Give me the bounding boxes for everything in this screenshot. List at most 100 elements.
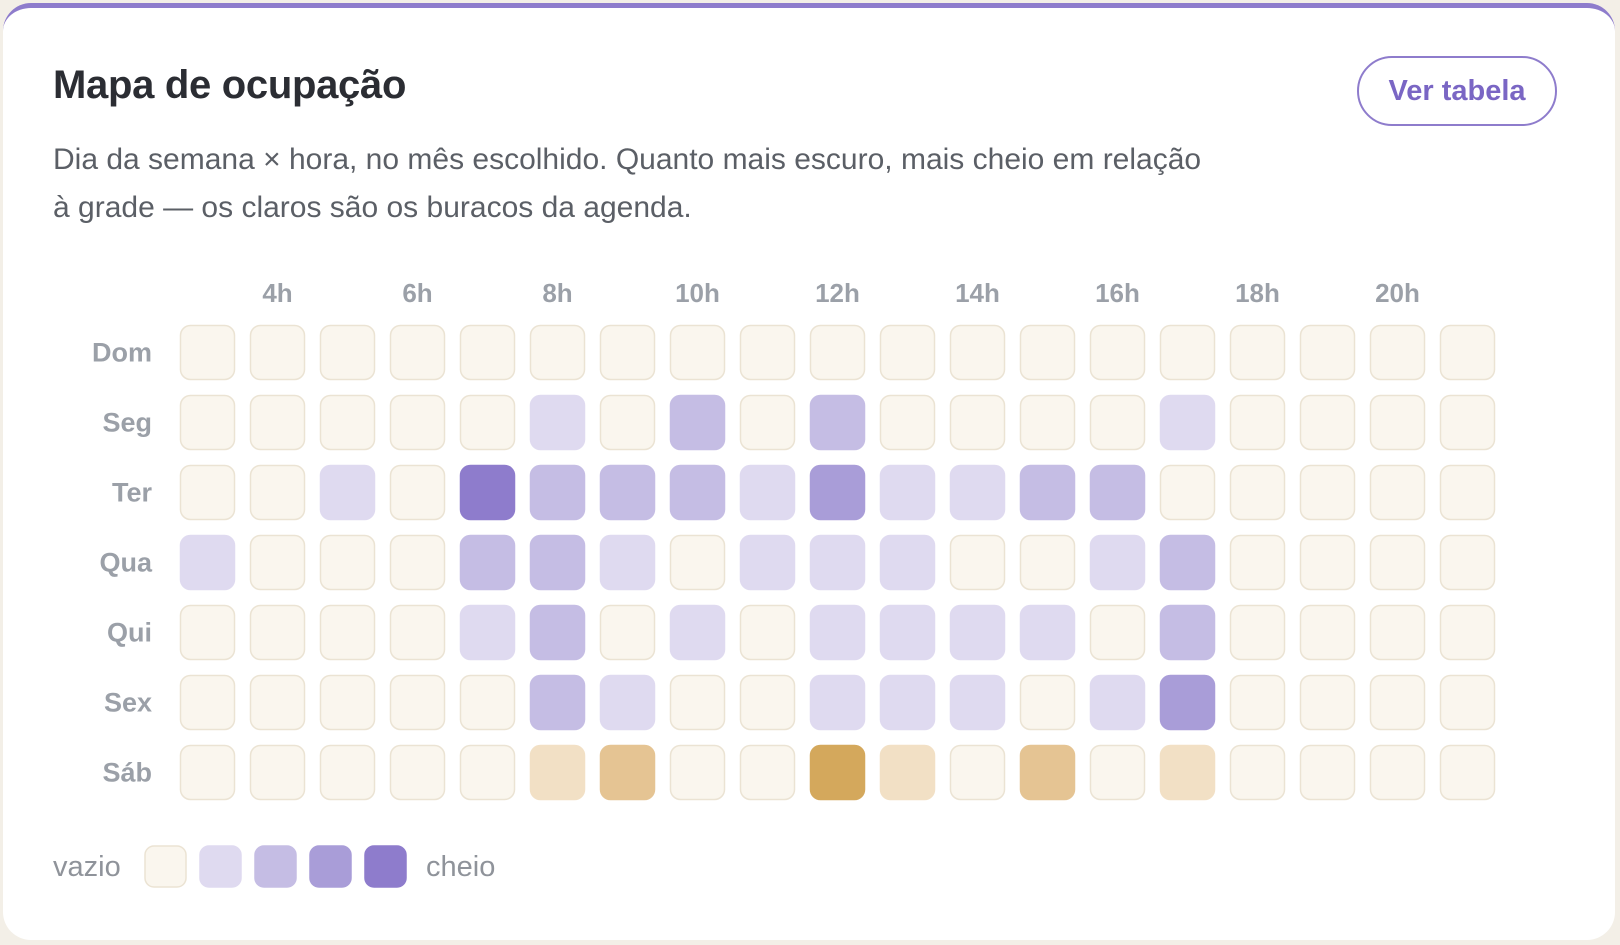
heatmap-cell-Sáb-4h[interactable] bbox=[249, 744, 306, 801]
heatmap-cell-Qui-11h[interactable] bbox=[739, 604, 796, 661]
heatmap-cell-Ter-21h[interactable] bbox=[1439, 464, 1496, 521]
heatmap-cell-Sáb-19h[interactable] bbox=[1299, 744, 1356, 801]
heatmap-cell-Qua-8h[interactable] bbox=[529, 534, 586, 591]
heatmap-cell-Sex-9h[interactable] bbox=[599, 674, 656, 731]
heatmap-cell-Qui-18h[interactable] bbox=[1229, 604, 1286, 661]
heatmap-cell-Qui-19h[interactable] bbox=[1299, 604, 1356, 661]
heatmap-cell-Dom-17h[interactable] bbox=[1159, 324, 1216, 381]
heatmap-cell-Qui-13h[interactable] bbox=[879, 604, 936, 661]
heatmap-cell-Qui-15h[interactable] bbox=[1019, 604, 1076, 661]
heatmap-cell-Ter-15h[interactable] bbox=[1019, 464, 1076, 521]
heatmap-cell-Qui-8h[interactable] bbox=[529, 604, 586, 661]
heatmap-cell-Qui-21h[interactable] bbox=[1439, 604, 1496, 661]
heatmap-cell-Sáb-6h[interactable] bbox=[389, 744, 446, 801]
heatmap-cell-Qui-5h[interactable] bbox=[319, 604, 376, 661]
heatmap-cell-Qua-18h[interactable] bbox=[1229, 534, 1286, 591]
heatmap-cell-Ter-20h[interactable] bbox=[1369, 464, 1426, 521]
heatmap-cell-Ter-17h[interactable] bbox=[1159, 464, 1216, 521]
heatmap-cell-Qui-7h[interactable] bbox=[459, 604, 516, 661]
heatmap-cell-Sáb-13h[interactable] bbox=[879, 744, 936, 801]
heatmap-cell-Qua-10h[interactable] bbox=[669, 534, 726, 591]
heatmap-cell-Ter-16h[interactable] bbox=[1089, 464, 1146, 521]
heatmap-cell-Sex-14h[interactable] bbox=[949, 674, 1006, 731]
heatmap-cell-Seg-14h[interactable] bbox=[949, 394, 1006, 451]
heatmap-cell-Sáb-14h[interactable] bbox=[949, 744, 1006, 801]
heatmap-cell-Seg-9h[interactable] bbox=[599, 394, 656, 451]
heatmap-cell-Qua-14h[interactable] bbox=[949, 534, 1006, 591]
heatmap-cell-Sáb-15h[interactable] bbox=[1019, 744, 1076, 801]
heatmap-cell-Seg-5h[interactable] bbox=[319, 394, 376, 451]
heatmap-cell-Ter-3h[interactable] bbox=[179, 464, 236, 521]
heatmap-cell-Dom-21h[interactable] bbox=[1439, 324, 1496, 381]
heatmap-cell-Sáb-11h[interactable] bbox=[739, 744, 796, 801]
heatmap-cell-Ter-4h[interactable] bbox=[249, 464, 306, 521]
heatmap-cell-Ter-11h[interactable] bbox=[739, 464, 796, 521]
heatmap-cell-Ter-6h[interactable] bbox=[389, 464, 446, 521]
heatmap-cell-Sáb-17h[interactable] bbox=[1159, 744, 1216, 801]
heatmap-cell-Sex-16h[interactable] bbox=[1089, 674, 1146, 731]
heatmap-cell-Sáb-20h[interactable] bbox=[1369, 744, 1426, 801]
heatmap-cell-Dom-6h[interactable] bbox=[389, 324, 446, 381]
heatmap-cell-Sex-20h[interactable] bbox=[1369, 674, 1426, 731]
heatmap-cell-Sáb-10h[interactable] bbox=[669, 744, 726, 801]
heatmap-cell-Sáb-18h[interactable] bbox=[1229, 744, 1286, 801]
heatmap-cell-Qua-15h[interactable] bbox=[1019, 534, 1076, 591]
heatmap-cell-Dom-18h[interactable] bbox=[1229, 324, 1286, 381]
heatmap-cell-Sáb-5h[interactable] bbox=[319, 744, 376, 801]
heatmap-cell-Qua-3h[interactable] bbox=[179, 534, 236, 591]
heatmap-cell-Sáb-9h[interactable] bbox=[599, 744, 656, 801]
heatmap-cell-Sáb-16h[interactable] bbox=[1089, 744, 1146, 801]
heatmap-cell-Seg-8h[interactable] bbox=[529, 394, 586, 451]
heatmap-cell-Sex-12h[interactable] bbox=[809, 674, 866, 731]
heatmap-cell-Seg-10h[interactable] bbox=[669, 394, 726, 451]
heatmap-cell-Ter-10h[interactable] bbox=[669, 464, 726, 521]
heatmap-cell-Seg-11h[interactable] bbox=[739, 394, 796, 451]
heatmap-cell-Dom-14h[interactable] bbox=[949, 324, 1006, 381]
heatmap-cell-Dom-8h[interactable] bbox=[529, 324, 586, 381]
heatmap-cell-Seg-21h[interactable] bbox=[1439, 394, 1496, 451]
heatmap-cell-Sex-7h[interactable] bbox=[459, 674, 516, 731]
heatmap-cell-Sáb-8h[interactable] bbox=[529, 744, 586, 801]
heatmap-cell-Seg-12h[interactable] bbox=[809, 394, 866, 451]
view-table-button[interactable]: Ver tabela bbox=[1357, 56, 1557, 126]
heatmap-cell-Qui-10h[interactable] bbox=[669, 604, 726, 661]
heatmap-cell-Sex-6h[interactable] bbox=[389, 674, 446, 731]
heatmap-cell-Sáb-3h[interactable] bbox=[179, 744, 236, 801]
heatmap-cell-Qua-7h[interactable] bbox=[459, 534, 516, 591]
heatmap-cell-Sex-19h[interactable] bbox=[1299, 674, 1356, 731]
heatmap-cell-Sáb-21h[interactable] bbox=[1439, 744, 1496, 801]
heatmap-cell-Dom-20h[interactable] bbox=[1369, 324, 1426, 381]
heatmap-cell-Qua-5h[interactable] bbox=[319, 534, 376, 591]
heatmap-cell-Qui-6h[interactable] bbox=[389, 604, 446, 661]
heatmap-cell-Ter-18h[interactable] bbox=[1229, 464, 1286, 521]
heatmap-cell-Qua-20h[interactable] bbox=[1369, 534, 1426, 591]
heatmap-cell-Qui-12h[interactable] bbox=[809, 604, 866, 661]
heatmap-cell-Seg-13h[interactable] bbox=[879, 394, 936, 451]
heatmap-cell-Dom-4h[interactable] bbox=[249, 324, 306, 381]
heatmap-cell-Sex-3h[interactable] bbox=[179, 674, 236, 731]
heatmap-cell-Ter-12h[interactable] bbox=[809, 464, 866, 521]
heatmap-cell-Dom-19h[interactable] bbox=[1299, 324, 1356, 381]
heatmap-cell-Qui-16h[interactable] bbox=[1089, 604, 1146, 661]
heatmap-cell-Seg-19h[interactable] bbox=[1299, 394, 1356, 451]
heatmap-cell-Qui-14h[interactable] bbox=[949, 604, 1006, 661]
heatmap-cell-Ter-8h[interactable] bbox=[529, 464, 586, 521]
heatmap-cell-Seg-3h[interactable] bbox=[179, 394, 236, 451]
heatmap-cell-Seg-6h[interactable] bbox=[389, 394, 446, 451]
heatmap-cell-Seg-4h[interactable] bbox=[249, 394, 306, 451]
heatmap-cell-Sex-13h[interactable] bbox=[879, 674, 936, 731]
heatmap-cell-Qua-6h[interactable] bbox=[389, 534, 446, 591]
heatmap-cell-Qui-3h[interactable] bbox=[179, 604, 236, 661]
heatmap-cell-Qua-9h[interactable] bbox=[599, 534, 656, 591]
heatmap-cell-Ter-14h[interactable] bbox=[949, 464, 1006, 521]
heatmap-cell-Sex-17h[interactable] bbox=[1159, 674, 1216, 731]
heatmap-cell-Seg-7h[interactable] bbox=[459, 394, 516, 451]
heatmap-cell-Qua-19h[interactable] bbox=[1299, 534, 1356, 591]
heatmap-cell-Sex-8h[interactable] bbox=[529, 674, 586, 731]
heatmap-cell-Sex-11h[interactable] bbox=[739, 674, 796, 731]
heatmap-cell-Dom-12h[interactable] bbox=[809, 324, 866, 381]
heatmap-cell-Dom-10h[interactable] bbox=[669, 324, 726, 381]
heatmap-cell-Qua-21h[interactable] bbox=[1439, 534, 1496, 591]
heatmap-cell-Sex-10h[interactable] bbox=[669, 674, 726, 731]
heatmap-cell-Seg-18h[interactable] bbox=[1229, 394, 1286, 451]
